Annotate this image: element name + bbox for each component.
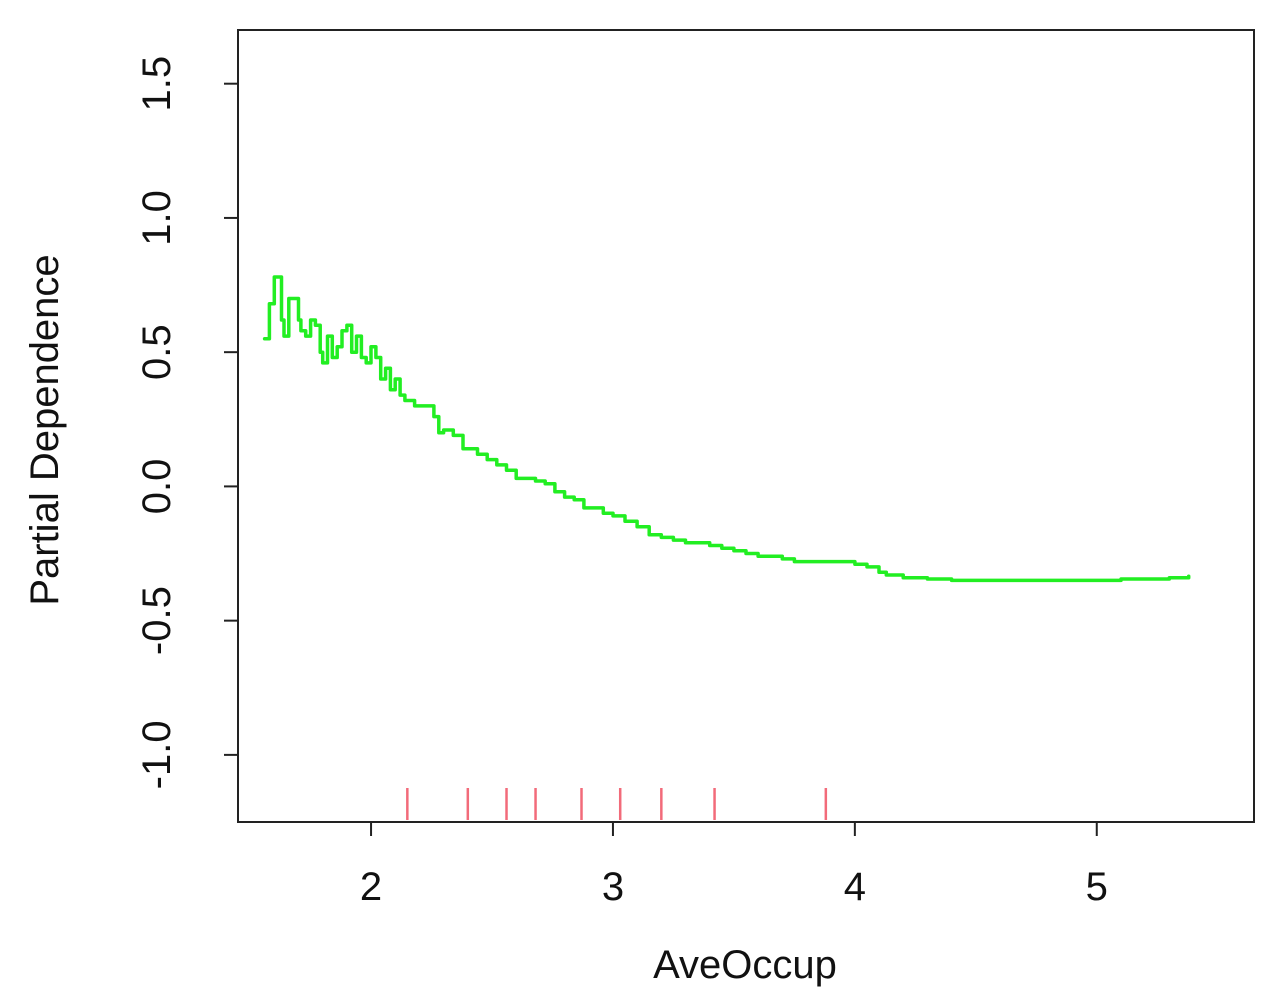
x-tick-label: 3 [602, 865, 624, 909]
y-axis-title: Partial Dependence [23, 254, 67, 605]
y-tick-label: 1.0 [135, 190, 179, 246]
y-tick-label: 0.5 [135, 324, 179, 380]
plot-frame [237, 29, 1255, 823]
y-tick-label: -0.5 [135, 586, 179, 655]
x-tick-label: 5 [1086, 865, 1108, 909]
x-tick-label: 4 [844, 865, 866, 909]
y-tick-label: 0.0 [135, 459, 179, 515]
series-line [262, 275, 1191, 583]
y-tick-label: 1.5 [135, 56, 179, 112]
x-tick-label: 2 [360, 865, 382, 909]
x-axis-title: AveOccup [653, 943, 837, 987]
y-tick-label: -1.0 [135, 720, 179, 789]
